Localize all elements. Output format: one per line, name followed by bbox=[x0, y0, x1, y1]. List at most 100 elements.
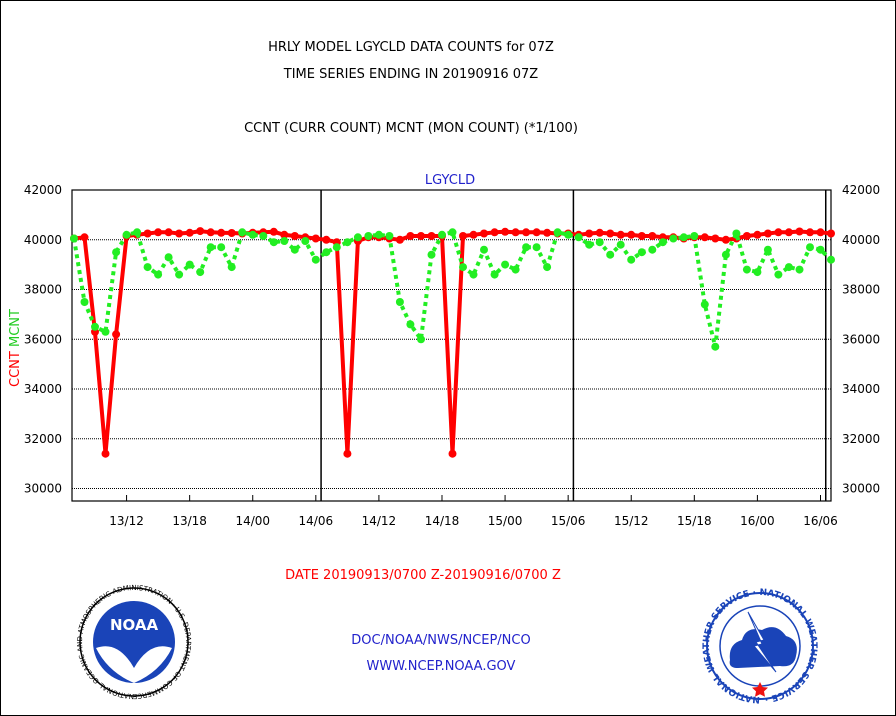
ncep-url: WWW.NCEP.NOAA.GOV bbox=[367, 659, 516, 674]
data-point-mcnt bbox=[827, 255, 835, 264]
data-point-mcnt bbox=[406, 320, 415, 329]
data-point-mcnt bbox=[522, 243, 531, 252]
data-point-ccnt bbox=[269, 227, 278, 236]
data-point-mcnt bbox=[784, 263, 793, 272]
data-point-mcnt bbox=[217, 243, 226, 252]
data-point-mcnt bbox=[742, 265, 751, 274]
data-point-mcnt bbox=[154, 270, 163, 279]
data-point-ccnt bbox=[721, 235, 730, 244]
chart-subtitle: CCNT (CURR COUNT) MCNT (MON COUNT) (*1/1… bbox=[244, 121, 578, 136]
data-point-mcnt bbox=[364, 232, 373, 240]
data-point-mcnt bbox=[763, 245, 772, 254]
data-point-mcnt bbox=[91, 322, 99, 331]
data-point-mcnt bbox=[196, 268, 205, 277]
y-tick-label-left: 32000 bbox=[24, 432, 62, 446]
date-range: DATE 20190913/0700 Z-20190916/0700 Z bbox=[285, 568, 561, 583]
data-point-ccnt bbox=[490, 228, 499, 237]
data-point-mcnt bbox=[311, 255, 320, 264]
data-point-mcnt bbox=[322, 248, 331, 257]
data-point-ccnt bbox=[322, 235, 331, 244]
x-tick-label: 15/00 bbox=[488, 514, 523, 528]
data-point-ccnt bbox=[164, 228, 173, 237]
data-point-mcnt bbox=[553, 228, 562, 237]
data-point-ccnt bbox=[532, 228, 541, 237]
data-point-ccnt bbox=[627, 230, 636, 239]
data-point-mcnt bbox=[795, 265, 804, 274]
data-point-mcnt bbox=[816, 245, 825, 254]
data-point-mcnt bbox=[585, 240, 594, 249]
data-point-ccnt bbox=[806, 228, 814, 237]
data-point-ccnt bbox=[280, 230, 289, 239]
data-point-ccnt bbox=[585, 229, 594, 238]
data-point-mcnt bbox=[658, 238, 667, 247]
ylabel-mcnt: MCNT bbox=[8, 309, 23, 347]
plot-area bbox=[71, 189, 832, 502]
data-point-mcnt bbox=[248, 230, 257, 239]
data-point-ccnt bbox=[616, 230, 625, 239]
data-point-ccnt bbox=[112, 330, 121, 339]
data-point-mcnt bbox=[101, 327, 110, 336]
chart-title-line2: TIME SERIES ENDING IN 20190916 07Z bbox=[283, 67, 539, 82]
data-point-ccnt bbox=[227, 229, 236, 237]
data-point-mcnt bbox=[290, 245, 299, 254]
data-point-mcnt bbox=[112, 248, 121, 257]
noaa-bird-icon bbox=[96, 646, 172, 683]
panel-label: LGYCLD bbox=[425, 173, 475, 188]
data-point-ccnt bbox=[711, 234, 720, 243]
nws-logo: NATIONAL WEATHER SERVICE · NATIONAL WEAT… bbox=[702, 588, 818, 704]
data-point-ccnt bbox=[816, 228, 825, 237]
data-point-ccnt bbox=[196, 227, 205, 236]
data-point-mcnt bbox=[700, 300, 709, 309]
data-point-mcnt bbox=[80, 298, 89, 306]
data-point-mcnt bbox=[532, 243, 541, 252]
data-point-ccnt bbox=[795, 227, 804, 236]
y-tick-label-right: 38000 bbox=[842, 283, 880, 297]
data-point-ccnt bbox=[427, 232, 436, 240]
data-point-mcnt bbox=[343, 238, 352, 247]
data-point-mcnt bbox=[417, 335, 425, 344]
data-point-mcnt bbox=[616, 240, 625, 249]
data-point-mcnt bbox=[448, 228, 457, 237]
data-point-ccnt bbox=[395, 235, 404, 244]
x-tick-label: 14/18 bbox=[425, 514, 460, 528]
data-point-mcnt bbox=[395, 298, 404, 306]
series-group bbox=[70, 227, 835, 458]
data-point-mcnt bbox=[301, 237, 310, 245]
data-point-mcnt bbox=[374, 230, 383, 239]
data-point-mcnt bbox=[185, 260, 194, 269]
x-tick-label: 14/06 bbox=[299, 514, 334, 528]
data-point-mcnt bbox=[574, 233, 583, 242]
data-point-mcnt bbox=[627, 255, 636, 264]
data-point-mcnt bbox=[438, 230, 446, 239]
y-tick-label-right: 42000 bbox=[842, 183, 880, 197]
data-point-mcnt bbox=[711, 342, 720, 351]
x-tick-label: 15/18 bbox=[677, 514, 712, 528]
x-tick-label: 13/18 bbox=[172, 514, 207, 528]
data-point-mcnt bbox=[164, 253, 173, 262]
data-point-ccnt bbox=[774, 228, 783, 237]
y-tick-label-left: 36000 bbox=[24, 332, 62, 346]
data-point-mcnt bbox=[269, 238, 278, 247]
data-point-ccnt bbox=[417, 232, 425, 240]
data-point-mcnt bbox=[648, 245, 657, 254]
data-point-mcnt bbox=[206, 243, 215, 252]
data-point-ccnt bbox=[311, 234, 320, 243]
data-point-ccnt bbox=[742, 232, 751, 240]
data-point-ccnt bbox=[469, 230, 478, 239]
y-axis-left: 30000 32000 34000 36000 38000 40000 42000 bbox=[24, 183, 62, 496]
data-point-ccnt bbox=[763, 229, 772, 238]
data-point-mcnt bbox=[227, 263, 236, 272]
data-point-mcnt bbox=[133, 228, 142, 237]
y-tick-label-left: 34000 bbox=[24, 382, 62, 396]
data-point-ccnt bbox=[511, 228, 520, 237]
data-point-ccnt bbox=[501, 227, 510, 236]
data-point-ccnt bbox=[459, 232, 467, 240]
data-point-ccnt bbox=[175, 229, 184, 238]
y-tick-label-left: 30000 bbox=[24, 482, 62, 496]
data-point-mcnt bbox=[480, 245, 488, 254]
noaa-logo-text: NOAA bbox=[110, 616, 159, 634]
data-point-mcnt bbox=[469, 270, 478, 279]
nws-lightning-icon bbox=[747, 611, 777, 673]
data-point-ccnt bbox=[700, 233, 709, 242]
